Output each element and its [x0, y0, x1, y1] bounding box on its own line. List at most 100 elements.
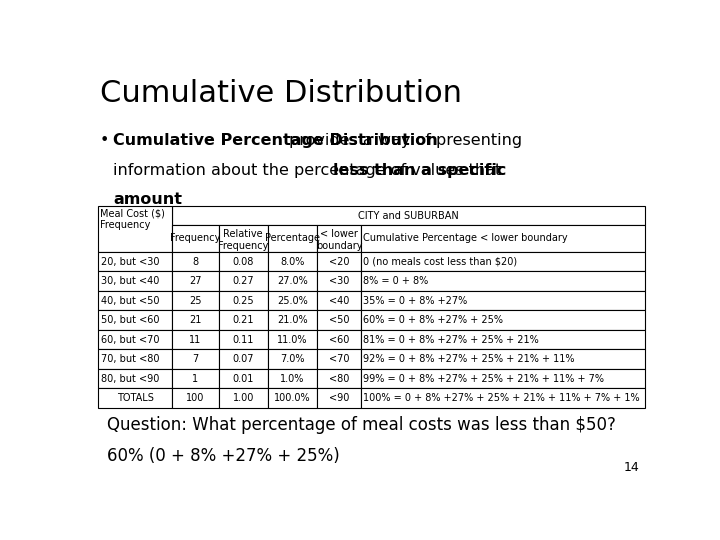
Text: 92% = 0 + 8% +27% + 25% + 21% + 11%: 92% = 0 + 8% +27% + 25% + 21% + 11% — [363, 354, 575, 364]
Text: Relative: Relative — [223, 230, 263, 239]
Text: 60% (0 + 8% +27% + 25%): 60% (0 + 8% +27% + 25%) — [107, 447, 340, 465]
Bar — [268, 252, 317, 272]
Text: 21.0%: 21.0% — [277, 315, 308, 325]
Text: CITY and SUBURBAN: CITY and SUBURBAN — [359, 211, 459, 220]
Text: 100% = 0 + 8% +27% + 25% + 21% + 11% + 7% + 1%: 100% = 0 + 8% +27% + 25% + 21% + 11% + 7… — [363, 393, 639, 403]
Text: 100: 100 — [186, 393, 204, 403]
Text: 11: 11 — [189, 335, 202, 345]
Text: 8.0%: 8.0% — [280, 256, 305, 267]
Bar — [268, 369, 317, 388]
Bar — [99, 349, 172, 369]
Text: 20, but <30: 20, but <30 — [101, 256, 159, 267]
Text: less than a specific: less than a specific — [333, 163, 506, 178]
Bar — [172, 272, 219, 291]
Bar — [172, 225, 219, 252]
Text: <60: <60 — [329, 335, 349, 345]
Text: 40, but <50: 40, but <50 — [101, 295, 159, 306]
Bar — [268, 225, 317, 252]
Text: Question: What percentage of meal costs was less than $50?: Question: What percentage of meal costs … — [107, 416, 616, 434]
Bar — [219, 349, 268, 369]
Bar — [361, 310, 645, 330]
Text: 14: 14 — [624, 461, 639, 474]
Bar — [317, 369, 361, 388]
Bar — [268, 388, 317, 408]
Text: <40: <40 — [329, 295, 349, 306]
Bar — [268, 349, 317, 369]
Text: 27: 27 — [189, 276, 202, 286]
Text: 80, but <90: 80, but <90 — [101, 374, 159, 383]
Bar — [268, 330, 317, 349]
Bar — [361, 252, 645, 272]
Bar — [219, 369, 268, 388]
Bar — [172, 291, 219, 310]
Bar — [361, 330, 645, 349]
Bar — [172, 330, 219, 349]
Text: 60, but <70: 60, but <70 — [101, 335, 159, 345]
Text: 25: 25 — [189, 295, 202, 306]
Bar — [317, 330, 361, 349]
Bar — [268, 291, 317, 310]
Bar — [317, 388, 361, 408]
Text: information about the percentage of values that: information about the percentage of valu… — [114, 163, 502, 178]
Bar — [317, 310, 361, 330]
Bar — [361, 388, 645, 408]
Text: boundary: boundary — [316, 241, 362, 251]
Text: Frequency: Frequency — [218, 241, 269, 251]
Text: provides a way of presenting: provides a way of presenting — [289, 133, 522, 148]
Bar — [361, 369, 645, 388]
Text: amount: amount — [114, 192, 182, 207]
Text: Cumulative Distribution: Cumulative Distribution — [100, 79, 462, 109]
Text: <90: <90 — [329, 393, 349, 403]
Text: 0.25: 0.25 — [233, 295, 254, 306]
Text: 1.00: 1.00 — [233, 393, 254, 403]
Text: 8% = 0 + 8%: 8% = 0 + 8% — [363, 276, 428, 286]
Text: 70, but <80: 70, but <80 — [101, 354, 159, 364]
Text: Frequency: Frequency — [100, 220, 150, 229]
Bar — [219, 388, 268, 408]
Text: 50, but <60: 50, but <60 — [101, 315, 159, 325]
Bar — [219, 330, 268, 349]
Bar — [99, 291, 172, 310]
Bar — [268, 272, 317, 291]
Bar — [219, 252, 268, 272]
Bar — [317, 225, 361, 252]
Text: 99% = 0 + 8% +27% + 25% + 21% + 11% + 7%: 99% = 0 + 8% +27% + 25% + 21% + 11% + 7% — [363, 374, 604, 383]
Text: 21: 21 — [189, 315, 202, 325]
Bar — [268, 310, 317, 330]
Text: Meal Cost ($): Meal Cost ($) — [100, 208, 165, 219]
Text: 30, but <40: 30, but <40 — [101, 276, 159, 286]
Text: 60% = 0 + 8% +27% + 25%: 60% = 0 + 8% +27% + 25% — [363, 315, 503, 325]
Text: 1.0%: 1.0% — [280, 374, 305, 383]
Text: <80: <80 — [329, 374, 349, 383]
Text: 0.27: 0.27 — [233, 276, 254, 286]
Bar — [99, 272, 172, 291]
Text: 0.21: 0.21 — [233, 315, 254, 325]
Text: <70: <70 — [329, 354, 349, 364]
Bar — [219, 272, 268, 291]
Text: 8: 8 — [192, 256, 199, 267]
Text: 0.07: 0.07 — [233, 354, 254, 364]
Bar — [172, 349, 219, 369]
Bar — [172, 369, 219, 388]
Bar — [361, 291, 645, 310]
Text: 0.11: 0.11 — [233, 335, 254, 345]
Text: 7: 7 — [192, 354, 199, 364]
Bar — [99, 330, 172, 349]
Text: 35% = 0 + 8% +27%: 35% = 0 + 8% +27% — [363, 295, 467, 306]
Text: 0.01: 0.01 — [233, 374, 254, 383]
Bar — [361, 272, 645, 291]
Text: < lower: < lower — [320, 230, 358, 239]
Bar — [219, 310, 268, 330]
Bar — [172, 388, 219, 408]
Bar — [317, 349, 361, 369]
Text: Cumulative Percentage < lower boundary: Cumulative Percentage < lower boundary — [363, 233, 567, 244]
Text: 1: 1 — [192, 374, 199, 383]
Text: 11.0%: 11.0% — [277, 335, 307, 345]
Bar — [99, 252, 172, 272]
Text: 27.0%: 27.0% — [277, 276, 308, 286]
Bar — [361, 225, 645, 252]
Text: 81% = 0 + 8% +27% + 25% + 21%: 81% = 0 + 8% +27% + 25% + 21% — [363, 335, 539, 345]
Bar — [99, 206, 172, 252]
Bar — [317, 272, 361, 291]
Bar — [172, 206, 645, 225]
